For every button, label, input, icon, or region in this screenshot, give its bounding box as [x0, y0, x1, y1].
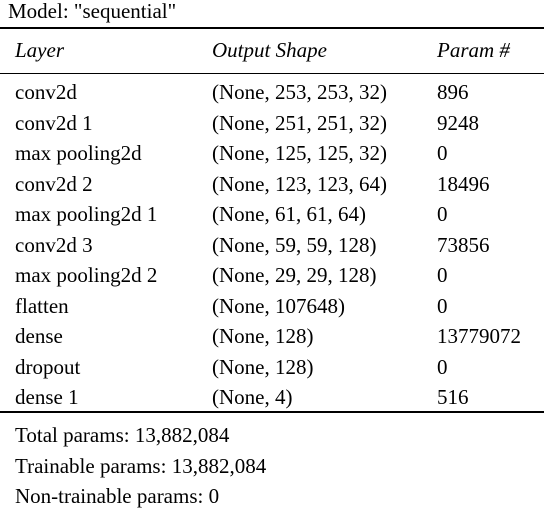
- layer-name: dropout: [15, 354, 81, 379]
- output-shape: (None, 128): [212, 354, 314, 379]
- trainable-params: Trainable params: 13,882,084: [15, 453, 267, 478]
- table-bottom-rule: [0, 411, 544, 413]
- output-shape: (None, 123, 123, 64): [212, 171, 387, 196]
- layer-name: max pooling2d 2: [15, 263, 158, 287]
- param-summary: Total params: 13,882,084 Trainable param…: [15, 420, 266, 512]
- table-top-rule: [0, 27, 544, 29]
- layer-name: conv2d: [15, 80, 77, 104]
- layer-name: dense 1: [15, 385, 79, 409]
- table-row: conv2d 3 (None, 59, 59, 128) 73856: [0, 230, 544, 261]
- output-shape: (None, 59, 59, 128): [212, 232, 377, 257]
- table-row: max pooling2d (None, 125, 125, 32) 0: [0, 138, 544, 169]
- model-title: Model: "sequential": [8, 0, 177, 23]
- output-shape: (None, 253, 253, 32): [212, 80, 387, 104]
- table-row: dropout (None, 128) 0: [0, 352, 544, 383]
- table-row: dense 1 (None, 4) 516: [0, 382, 544, 413]
- param-count: 13779072: [437, 324, 521, 348]
- output-shape: (None, 251, 251, 32): [212, 110, 387, 135]
- output-shape: (None, 29, 29, 128): [212, 263, 377, 287]
- param-count: 0: [437, 354, 448, 379]
- layer-name: conv2d 1: [15, 110, 93, 135]
- param-count: 0: [437, 263, 448, 287]
- layer-name: conv2d 2: [15, 171, 93, 196]
- param-count: 0: [437, 293, 448, 318]
- output-shape: (None, 107648): [212, 293, 345, 318]
- table-row: conv2d (None, 253, 253, 32) 896: [0, 77, 544, 108]
- param-count: 516: [437, 385, 469, 409]
- output-shape: (None, 128): [212, 324, 314, 348]
- layer-name: dense: [15, 324, 63, 348]
- param-count: 73856: [437, 232, 490, 257]
- param-count: 9248: [437, 110, 479, 135]
- table-row: conv2d 2 (None, 123, 123, 64) 18496: [0, 169, 544, 200]
- output-shape: (None, 61, 61, 64): [212, 202, 366, 226]
- param-count: 18496: [437, 171, 490, 196]
- header-param-count: Param #: [437, 38, 510, 62]
- table-row: flatten (None, 107648) 0: [0, 291, 544, 322]
- param-count: 0: [437, 202, 448, 226]
- non-trainable-params: Non-trainable params: 0: [15, 484, 220, 508]
- param-count: 0: [437, 141, 448, 165]
- layer-name: flatten: [15, 293, 69, 318]
- table-body: conv2d (None, 253, 253, 32) 896 conv2d 1…: [0, 77, 544, 413]
- table-header-row: Layer Output Shape Param #: [0, 34, 544, 66]
- table-header-rule: [0, 73, 544, 74]
- table-row: max pooling2d 1 (None, 61, 61, 64) 0: [0, 199, 544, 230]
- table-row: dense (None, 128) 13779072: [0, 321, 544, 352]
- table-row: conv2d 1 (None, 251, 251, 32) 9248: [0, 108, 544, 139]
- layer-name: max pooling2d: [15, 141, 142, 165]
- table-row: max pooling2d 2 (None, 29, 29, 128) 0: [0, 260, 544, 291]
- total-params: Total params: 13,882,084: [15, 423, 230, 447]
- output-shape: (None, 4): [212, 385, 293, 409]
- param-count: 896: [437, 80, 469, 104]
- header-layer: Layer: [15, 38, 64, 62]
- output-shape: (None, 125, 125, 32): [212, 141, 387, 165]
- header-output-shape: Output Shape: [212, 38, 327, 62]
- layer-name: conv2d 3: [15, 232, 93, 257]
- layer-name: max pooling2d 1: [15, 202, 158, 226]
